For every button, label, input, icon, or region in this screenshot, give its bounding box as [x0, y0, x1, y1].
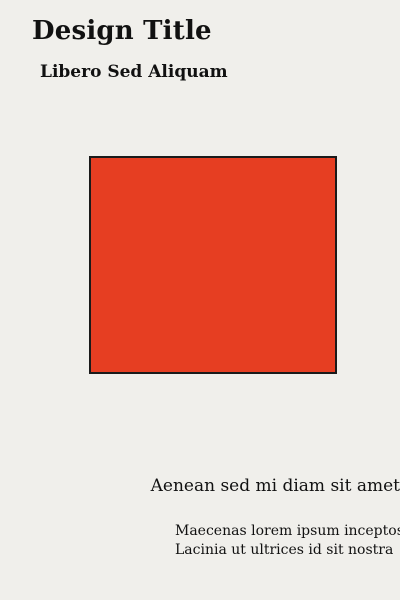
tagline-text: Aenean sed mi diam sit amet [150, 476, 400, 496]
design-title: Design Title [32, 16, 212, 46]
design-subtitle: Libero Sed Aliquam [40, 62, 228, 82]
red-square-graphic [89, 156, 337, 374]
body-text-line-2: Lacinia ut ultrices id sit nostra [175, 542, 394, 558]
body-text-line-1: Maecenas lorem ipsum inceptos [175, 523, 400, 539]
body-text-block: Maecenas lorem ipsum inceptos Lacinia ut… [175, 522, 400, 560]
